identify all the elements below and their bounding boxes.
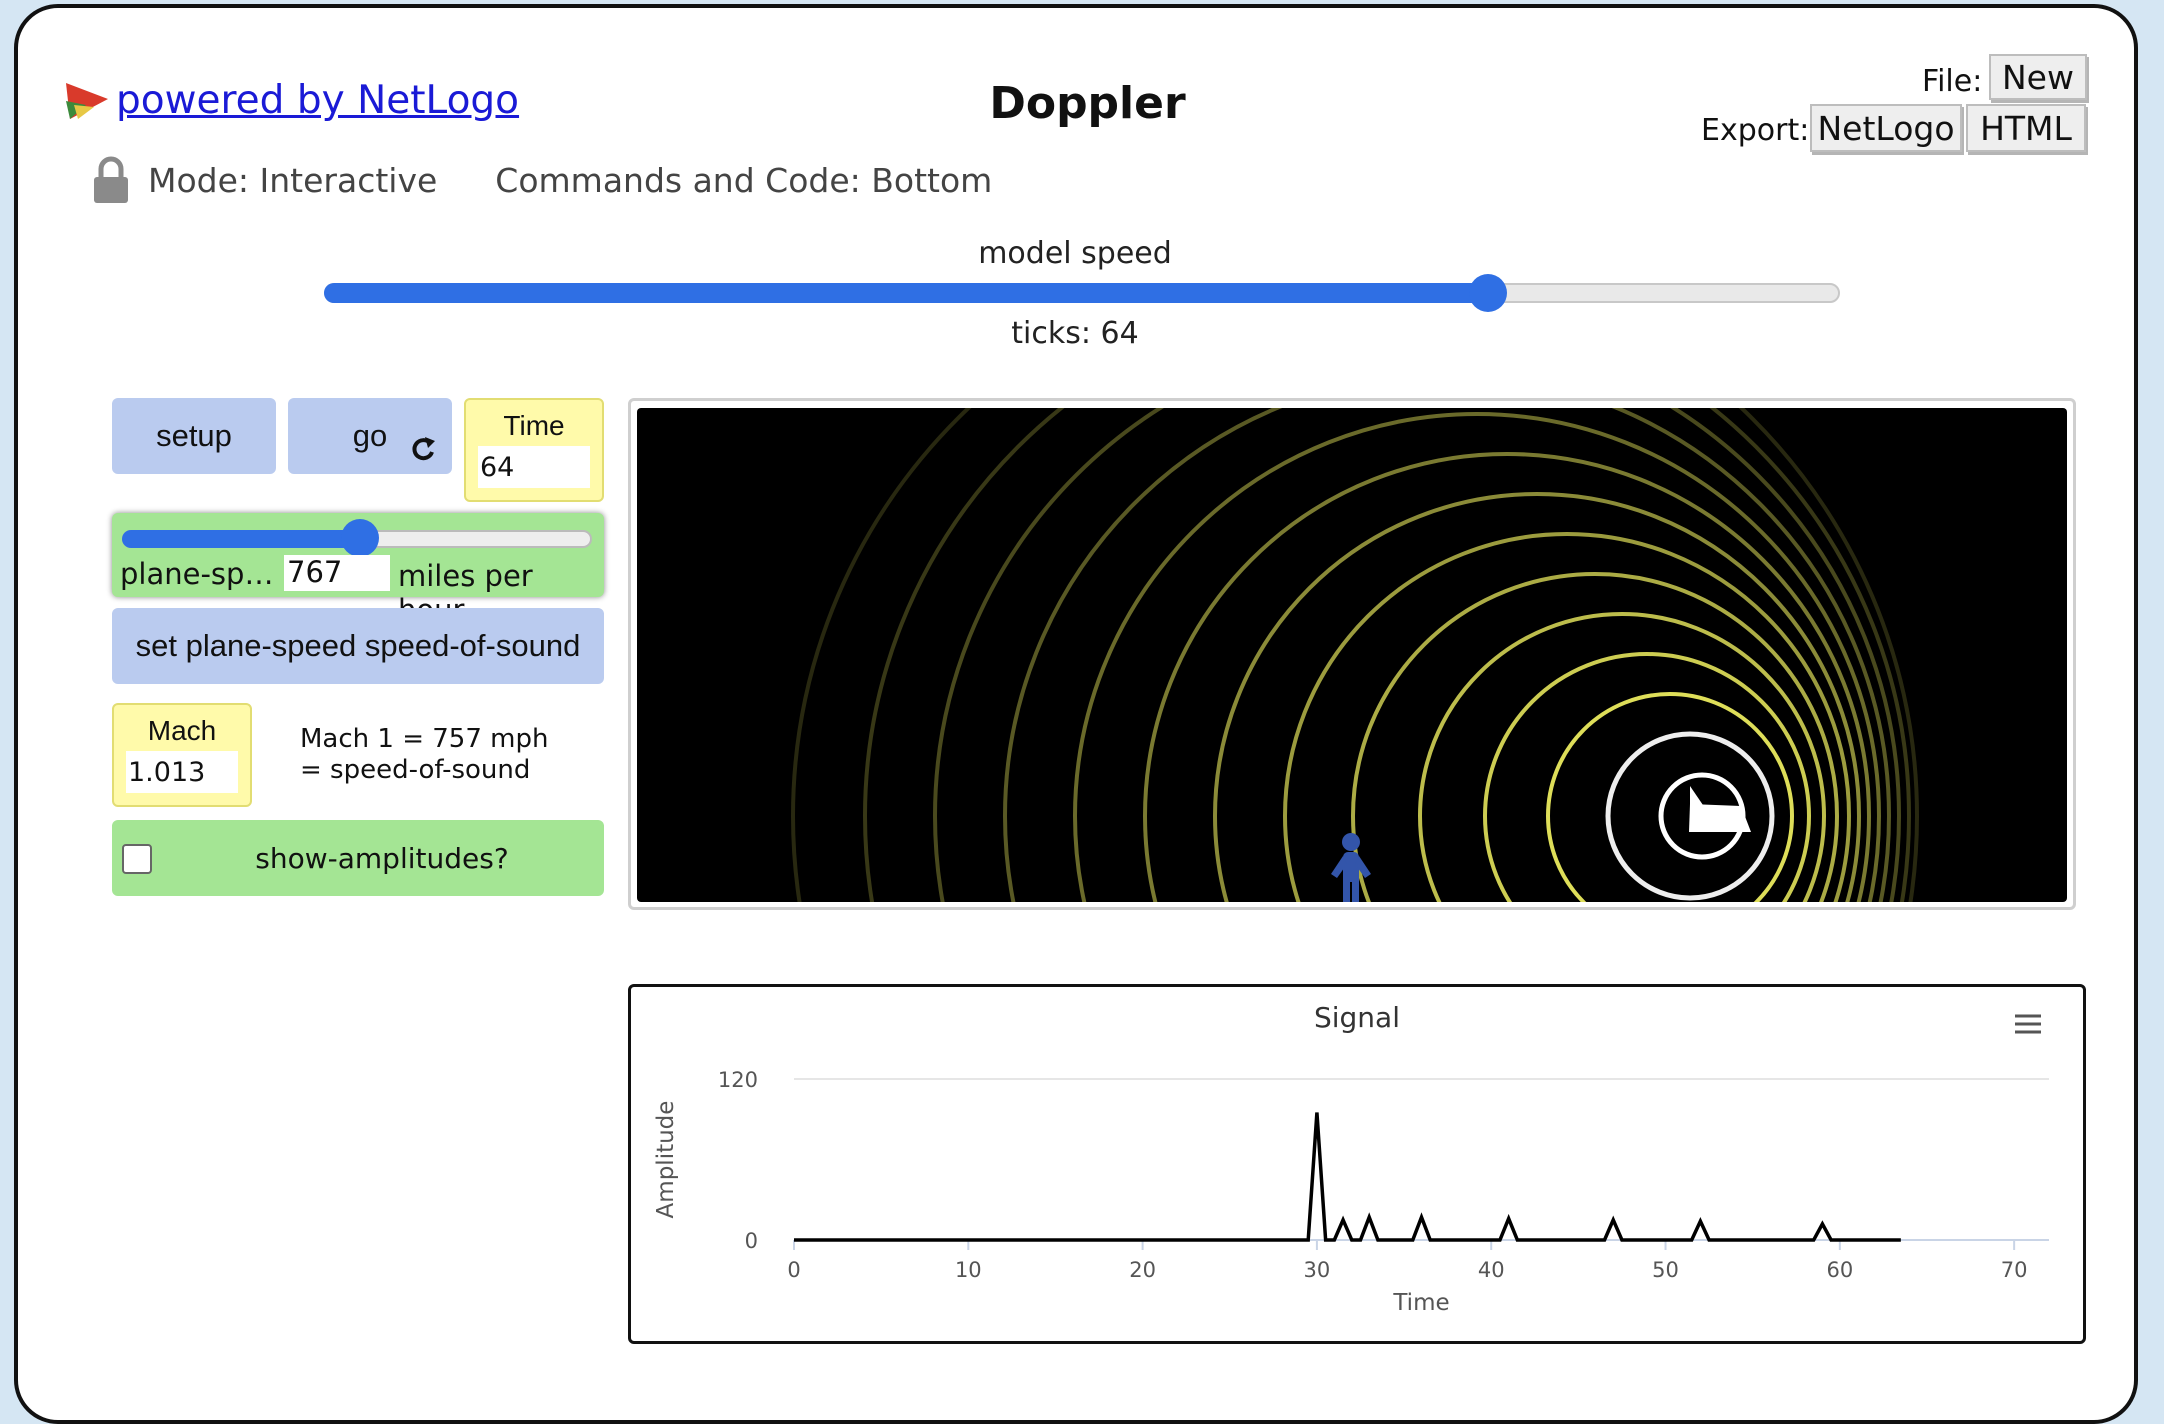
y-tick-label: 120 bbox=[718, 1068, 758, 1092]
time-monitor: Time 64 bbox=[464, 398, 604, 502]
wavefront-ring bbox=[1213, 492, 1861, 902]
plane-speed-slider[interactable]: plane-sp… 767 miles per hour bbox=[112, 513, 604, 627]
x-tick-label: 0 bbox=[787, 1258, 800, 1282]
go-button-label: go bbox=[352, 418, 388, 453]
signal-plot: Signal 0 120 0 10 20 30 40 50 60 70 Time Amplitude bbox=[628, 984, 2086, 1344]
plane-speed-label: plane-sp… bbox=[120, 557, 274, 591]
x-tick-label: 40 bbox=[1478, 1258, 1505, 1282]
setup-button-label: setup bbox=[156, 418, 232, 453]
set-plane-speed-button[interactable]: set plane-speed speed-of-sound bbox=[112, 608, 604, 684]
model-speed-label: model speed bbox=[978, 236, 1172, 271]
new-button[interactable]: New bbox=[1989, 54, 2087, 100]
x-tick-label: 70 bbox=[2001, 1258, 2028, 1282]
x-tick-label: 60 bbox=[1826, 1258, 1853, 1282]
wavefront-ring bbox=[1143, 452, 1871, 902]
go-button[interactable]: go bbox=[288, 398, 452, 474]
netlogo-logo-icon bbox=[66, 82, 108, 119]
setup-button[interactable]: setup bbox=[112, 398, 276, 474]
export-label: Export: bbox=[1701, 113, 1810, 148]
commands-code-text[interactable]: Commands and Code: Bottom bbox=[495, 160, 993, 200]
wavefront-ring bbox=[1073, 412, 1881, 902]
world-view-canvas bbox=[791, 408, 1919, 902]
lock-icon[interactable] bbox=[92, 156, 130, 204]
x-tick-label: 50 bbox=[1652, 1258, 1679, 1282]
wavefront-ring bbox=[1418, 612, 1826, 902]
y-axis-label: Amplitude bbox=[653, 1101, 679, 1219]
mach-monitor-label: Mach bbox=[147, 715, 217, 746]
x-axis-label: Time bbox=[1392, 1290, 1449, 1316]
mach-monitor-value: 1.013 bbox=[126, 751, 238, 793]
show-amplitudes-switch[interactable]: show-amplitudes? bbox=[112, 820, 604, 896]
wavefront-ring bbox=[791, 408, 1919, 902]
wavefront-ring bbox=[1283, 532, 1851, 902]
wavefront-ring bbox=[1003, 408, 1891, 902]
model-speed-thumb[interactable] bbox=[1469, 274, 1507, 312]
ticks-counter: ticks: 64 bbox=[1011, 316, 1139, 351]
mode-row: Mode: Interactive Commands and Code: Bot… bbox=[92, 156, 992, 204]
person-icon bbox=[1331, 833, 1371, 902]
plane-speed-thumb[interactable] bbox=[341, 519, 379, 557]
airplane-icon bbox=[1689, 786, 1751, 832]
netlogo-link[interactable]: powered by NetLogo bbox=[64, 78, 519, 123]
wavefront-ring bbox=[1351, 572, 1839, 902]
time-monitor-label: Time bbox=[503, 410, 565, 441]
mode-text[interactable]: Mode: Interactive bbox=[148, 160, 438, 200]
world-view[interactable] bbox=[637, 408, 2067, 902]
export-html-button[interactable]: HTML bbox=[1966, 104, 2086, 152]
set-plane-speed-label: set plane-speed speed-of-sound bbox=[135, 628, 581, 663]
hamburger-menu-icon[interactable] bbox=[2015, 1014, 2041, 1034]
mach-monitor: Mach 1.013 bbox=[112, 703, 252, 807]
wavefront-ring bbox=[933, 408, 1901, 902]
model-speed-fill bbox=[324, 283, 1488, 303]
plane-speed-fill bbox=[122, 530, 369, 548]
signal-series-line bbox=[794, 1112, 1901, 1242]
plot-title: Signal bbox=[1314, 1001, 1400, 1034]
powered-by-link-text[interactable]: powered by NetLogo bbox=[116, 78, 520, 123]
file-label: File: bbox=[1922, 64, 1983, 99]
time-monitor-value: 64 bbox=[478, 446, 590, 488]
x-tick-label: 20 bbox=[1129, 1258, 1156, 1282]
wavefront-ring bbox=[1483, 652, 1811, 902]
x-tick-label: 10 bbox=[955, 1258, 982, 1282]
show-amplitudes-checkbox[interactable] bbox=[122, 844, 152, 874]
wavefront-ring bbox=[863, 408, 1911, 902]
plane-speed-value-input[interactable]: 767 bbox=[284, 555, 390, 591]
model-title: Doppler bbox=[989, 78, 1186, 129]
signal-plot-canvas: Signal 0 120 0 10 20 30 40 50 60 70 Time Amplitude bbox=[653, 1001, 2049, 1316]
forever-arrow-icon bbox=[412, 437, 435, 461]
mach-note: Mach 1 = 757 mph = speed-of-sound bbox=[300, 724, 549, 785]
x-tick-label: 30 bbox=[1304, 1258, 1331, 1282]
wavefront-ring bbox=[1546, 692, 1794, 902]
y-tick-label: 0 bbox=[745, 1229, 758, 1253]
export-netlogo-button[interactable]: NetLogo bbox=[1810, 104, 1962, 152]
show-amplitudes-label: show-amplitudes? bbox=[255, 842, 509, 875]
wavefront-ring bbox=[1605, 731, 1775, 901]
